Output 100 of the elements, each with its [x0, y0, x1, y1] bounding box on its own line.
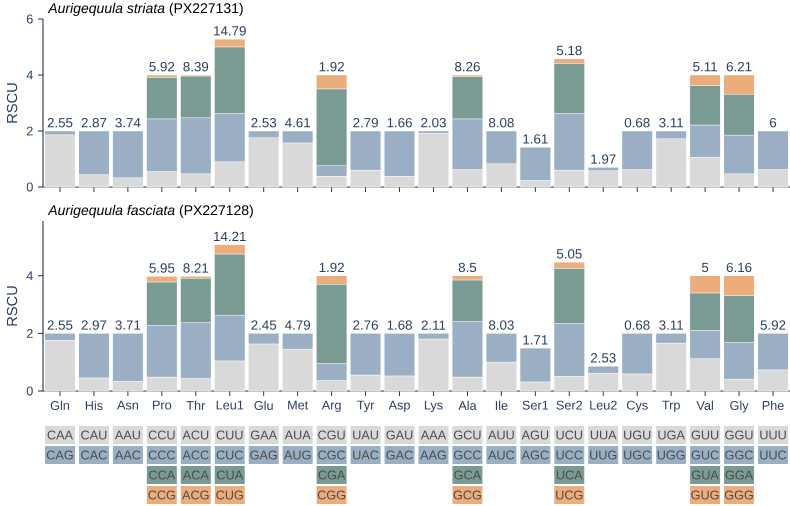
text: UAC: [353, 450, 378, 460]
text: GGG: [724, 490, 753, 500]
annotation: 5.95: [149, 263, 174, 273]
text: CUG: [216, 490, 243, 500]
text: CCA: [149, 470, 176, 480]
text: ACU: [182, 430, 208, 440]
annotation: 8.26: [455, 62, 480, 72]
text: UCU: [556, 430, 582, 440]
annotation: 2.53: [590, 353, 616, 363]
chart-title: Aurigequula fasciata (PX227128): [48, 204, 253, 218]
annotation: 1.68: [388, 320, 412, 330]
text: UUA: [590, 430, 617, 440]
annotation: 5.11: [693, 62, 717, 72]
annotation: 2.53: [251, 118, 276, 128]
text: AAA: [420, 430, 446, 440]
x-tick-label: Asn: [117, 400, 138, 410]
text: UUG: [590, 450, 616, 460]
annotation: 2.55: [48, 320, 72, 330]
annotation: 6.21: [726, 62, 752, 72]
text: UGC: [624, 450, 651, 460]
text: CGA: [318, 470, 346, 480]
annotation: 5.92: [760, 320, 786, 330]
x-tick-label: Leu2: [590, 400, 617, 410]
text: UAU: [353, 430, 378, 440]
annotation: 3.71: [115, 320, 140, 330]
chart-title: Aurigequula striata (PX227131): [48, 2, 243, 16]
annotation: 1.61: [523, 134, 548, 144]
annotation: 6: [770, 118, 776, 128]
text: AAG: [420, 450, 446, 460]
text: ACA: [182, 470, 209, 480]
annotation: 1.92: [320, 262, 344, 272]
annotation: 3.74: [115, 118, 140, 128]
annotation: 1.97: [591, 154, 616, 164]
y-tick-label: 6: [26, 14, 33, 24]
text: GUA: [692, 470, 719, 480]
annotation: 2.03: [421, 118, 446, 128]
text: AGC: [522, 450, 549, 460]
annotation: 14.79: [214, 26, 246, 36]
annotation: 4.61: [285, 118, 310, 128]
text: GAC: [386, 450, 413, 460]
text: GAU: [386, 430, 412, 440]
text: GGU: [725, 430, 753, 440]
bar: [44, 134, 76, 188]
text: AUG: [284, 450, 310, 460]
annotation: 2.55: [48, 118, 72, 128]
text: GGA: [726, 470, 754, 480]
text: GUG: [691, 490, 719, 500]
annotation: 8.39: [183, 62, 208, 72]
text: UGU: [624, 430, 650, 440]
text: UGG: [658, 450, 685, 460]
text: AGU: [522, 430, 548, 440]
annotation: 2.97: [82, 320, 106, 330]
annotation: 1.66: [388, 118, 412, 128]
annotation: 8.08: [488, 118, 514, 128]
text: UGA: [658, 430, 685, 440]
y-axis-title: RSCU: [6, 83, 18, 123]
annotation: 8.03: [488, 320, 514, 330]
text: GUU: [692, 430, 718, 440]
text: GCU: [454, 430, 481, 440]
y-tick-label: 2: [26, 126, 33, 136]
x-tick-label: Gln: [50, 400, 70, 410]
x-tick-label: Glu: [254, 400, 273, 410]
annotation: 0.68: [624, 320, 650, 330]
x-tick-label: Val: [696, 400, 713, 410]
text: GAG: [250, 450, 277, 460]
annotation: 5.05: [556, 249, 582, 259]
y-tick-label: 0: [26, 386, 33, 396]
text: CUU: [216, 430, 242, 440]
text: AAC: [114, 450, 140, 460]
x-tick-label: Tyr: [357, 400, 374, 412]
annotation: 8.21: [183, 263, 208, 273]
x-tick-label: Phe: [762, 400, 784, 410]
text: GCG: [454, 490, 481, 500]
text: GAA: [250, 430, 278, 440]
annotation: 14.21: [214, 232, 246, 242]
x-tick-label: Cys: [626, 400, 648, 412]
annotation: 2.45: [251, 320, 276, 330]
annotation: 3.11: [659, 320, 683, 330]
x-tick-label: Thr: [186, 400, 206, 410]
annotation: 3.11: [659, 118, 683, 128]
text: GUC: [692, 450, 719, 460]
annotation: 2.76: [353, 320, 378, 330]
text: AUU: [488, 430, 514, 440]
text: CAA: [48, 430, 73, 440]
bar: [418, 133, 449, 188]
bar: [588, 170, 619, 188]
x-tick-label: Ser2: [556, 400, 582, 410]
text: GCC: [454, 450, 482, 460]
annotation: 0.68: [624, 118, 650, 128]
y-tick-label: 0: [26, 182, 33, 192]
text: ACC: [182, 450, 209, 460]
text: CGG: [318, 490, 346, 500]
x-tick-label: Asp: [388, 400, 410, 412]
text: AUC: [488, 450, 514, 460]
x-tick-label: Arg: [322, 400, 341, 412]
text: CUA: [217, 470, 244, 480]
text: ACG: [182, 490, 209, 500]
text: CCC: [148, 450, 176, 460]
x-tick-label: Gly: [730, 400, 749, 413]
annotation: 5: [702, 262, 708, 272]
